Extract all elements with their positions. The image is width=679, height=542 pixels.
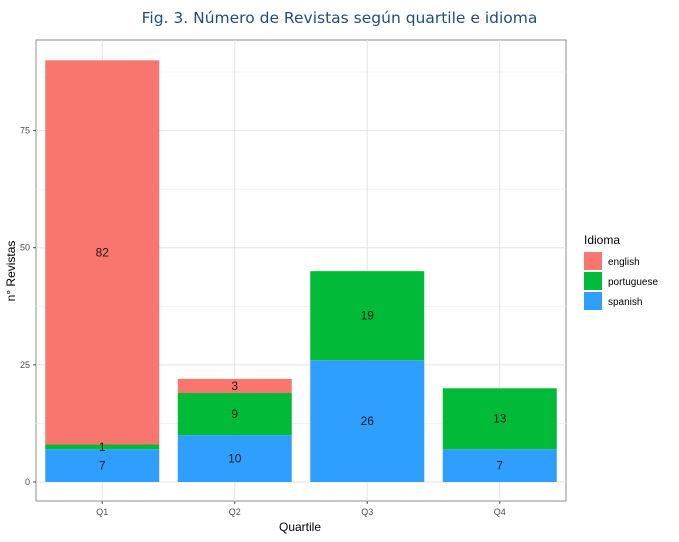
legend: Idioma english portuguese spanish	[584, 233, 658, 310]
bar-english-Q1	[45, 60, 160, 445]
bar-label-portuguese-Q2: 9	[231, 407, 238, 421]
bar-label-spanish-Q3: 26	[361, 414, 375, 428]
y-tick-label: 25	[20, 360, 30, 370]
x-tick-label: Q4	[494, 507, 506, 517]
bar-spanish-Q1	[45, 449, 160, 482]
bar-portuguese-Q3	[310, 271, 425, 361]
bars-group	[45, 60, 557, 482]
bar-label-english-Q2: 3	[231, 379, 238, 393]
x-tick-label: Q3	[361, 507, 373, 517]
y-tick-label: 50	[20, 243, 30, 253]
legend-title: Idioma	[584, 233, 620, 247]
legend-label-english: english	[608, 257, 640, 268]
y-axis-title: n° Revistas	[4, 241, 18, 302]
bar-labels-group: 7 1 82 10 9 3 26 19 7 13	[96, 245, 507, 472]
legend-key-english	[584, 252, 602, 270]
bar-label-spanish-Q1: 7	[99, 459, 106, 473]
bar-portuguese-Q2	[177, 392, 292, 436]
bar-spanish-Q4	[442, 449, 557, 482]
y-axis: 0 25 50 75	[20, 126, 36, 487]
bar-english-Q2	[177, 378, 292, 393]
bar-label-english-Q1: 82	[96, 245, 110, 259]
bar-label-portuguese-Q1: 1	[99, 440, 106, 454]
legend-label-portuguese: portuguese	[608, 277, 658, 288]
bar-label-portuguese-Q4: 13	[493, 412, 507, 426]
x-axis-title: Quartile	[279, 520, 321, 534]
legend-key-portuguese	[584, 272, 602, 290]
bar-portuguese-Q1	[45, 444, 160, 450]
bar-label-spanish-Q2: 10	[228, 452, 242, 466]
bar-label-portuguese-Q3: 19	[361, 309, 375, 323]
x-tick-label: Q2	[229, 507, 241, 517]
x-tick-label: Q1	[96, 507, 108, 517]
legend-key-spanish	[584, 292, 602, 310]
y-tick-label: 75	[20, 126, 30, 136]
legend-label-spanish: spanish	[608, 297, 642, 308]
bar-spanish-Q2	[177, 435, 292, 482]
y-tick-label: 0	[25, 477, 30, 487]
bar-spanish-Q3	[310, 360, 425, 482]
x-axis: Q1 Q2 Q3 Q4	[96, 501, 506, 517]
chart-title: Fig. 3. Número de Revistas según quartil…	[141, 9, 538, 27]
bar-portuguese-Q4	[442, 388, 557, 450]
bar-label-spanish-Q4: 7	[496, 459, 503, 473]
